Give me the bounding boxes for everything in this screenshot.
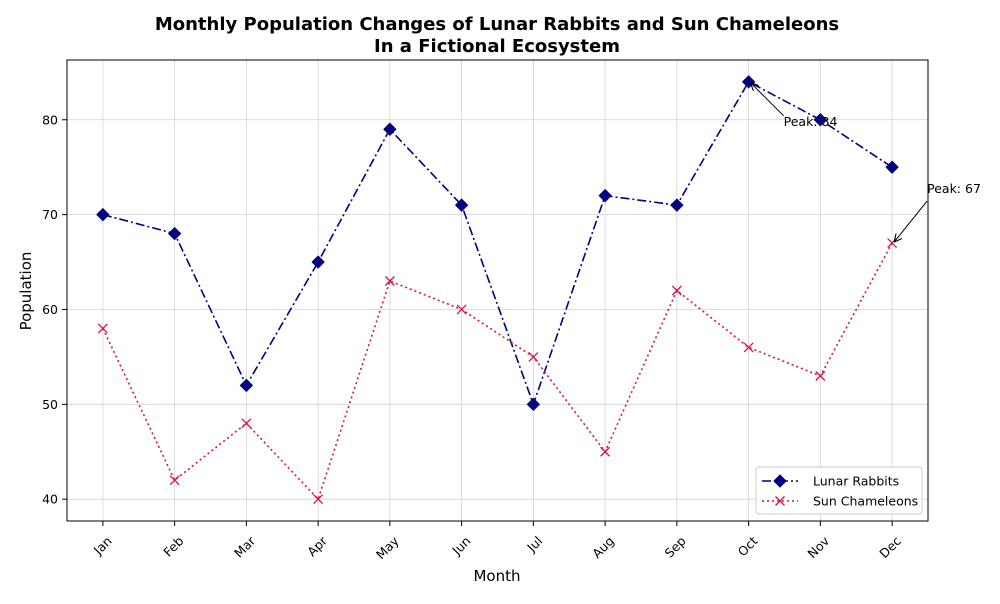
legend-box (755, 466, 923, 515)
data-point-sun-chameleons-oct (743, 342, 754, 353)
data-point-lunar-rabbits-sep (670, 198, 684, 212)
data-point-lunar-rabbits-feb (167, 226, 182, 241)
data-point-lunar-rabbits-nov (813, 113, 828, 127)
data-point-lunar-rabbits-jun (454, 198, 469, 212)
y-tick-label-80: 80 (42, 112, 58, 127)
legend: Lunar Rabbits Sun Chameleons (755, 466, 923, 515)
legend-marker-lunar-rabbits (773, 474, 787, 488)
legend-entry-sun-chameleons: Sun Chameleons (762, 494, 918, 509)
data-point-sun-chameleons-jun (456, 304, 467, 315)
annotation-text-2: Peak: 67 (927, 181, 981, 196)
series-lunar-rabbits (96, 75, 899, 412)
annotation-peak-2: Peak: 67 (894, 181, 981, 242)
annotation-text-1: Peak: 84 (784, 114, 838, 129)
data-point-sun-chameleons-apr (313, 494, 324, 505)
series-layer (96, 75, 899, 505)
legend-marker-sun-chameleons (775, 496, 785, 506)
y-axis-label: Population (17, 252, 35, 331)
data-point-sun-chameleons-mar (241, 418, 252, 429)
legend-label-lunar-rabbits: Lunar Rabbits (813, 474, 899, 489)
legend-entry-lunar-rabbits: Lunar Rabbits (762, 474, 899, 489)
data-point-sun-chameleons-sep (671, 285, 682, 296)
data-point-lunar-rabbits-mar (239, 378, 254, 393)
data-point-lunar-rabbits-jan (96, 207, 110, 222)
data-point-sun-chameleons-aug (600, 446, 611, 457)
legend-entries: Lunar Rabbits Sun Chameleons (762, 474, 918, 509)
y-tick-label-50: 50 (42, 397, 58, 412)
series-sun-chameleons (97, 238, 898, 505)
grid (67, 60, 928, 521)
annotation-peak-1: Peak: 84 (751, 83, 838, 129)
chart-title-line-1: Monthly Population Changes of Lunar Rabb… (155, 14, 839, 35)
x-axis-label: Month (473, 567, 520, 585)
chart-title-line-2: In a Fictional Ecosystem (374, 36, 620, 57)
series-line-sun-chameleons (102, 242, 893, 501)
data-point-sun-chameleons-nov (815, 370, 826, 381)
data-point-lunar-rabbits-may (383, 122, 397, 136)
data-point-lunar-rabbits-dec (885, 160, 899, 174)
data-point-sun-chameleons-may (384, 276, 395, 286)
data-point-sun-chameleons-jul (528, 351, 539, 362)
data-point-sun-chameleons-feb (169, 475, 180, 486)
data-point-lunar-rabbits-aug (598, 188, 612, 203)
data-point-sun-chameleons-jan (97, 323, 108, 334)
y-tick-label-40: 40 (42, 492, 58, 507)
plot-frame (66, 59, 929, 522)
y-tick-label-60: 60 (42, 302, 58, 317)
data-point-lunar-rabbits-jul (526, 397, 541, 412)
y-tick-label-70: 70 (42, 207, 58, 222)
annotation-arrow-2 (894, 200, 928, 242)
legend-label-sun-chameleons: Sun Chameleons (813, 494, 918, 509)
annotation-arrow-1 (751, 83, 784, 117)
annotations: Peak: 84 Peak: 67 (751, 83, 981, 242)
data-point-lunar-rabbits-apr (311, 255, 325, 269)
